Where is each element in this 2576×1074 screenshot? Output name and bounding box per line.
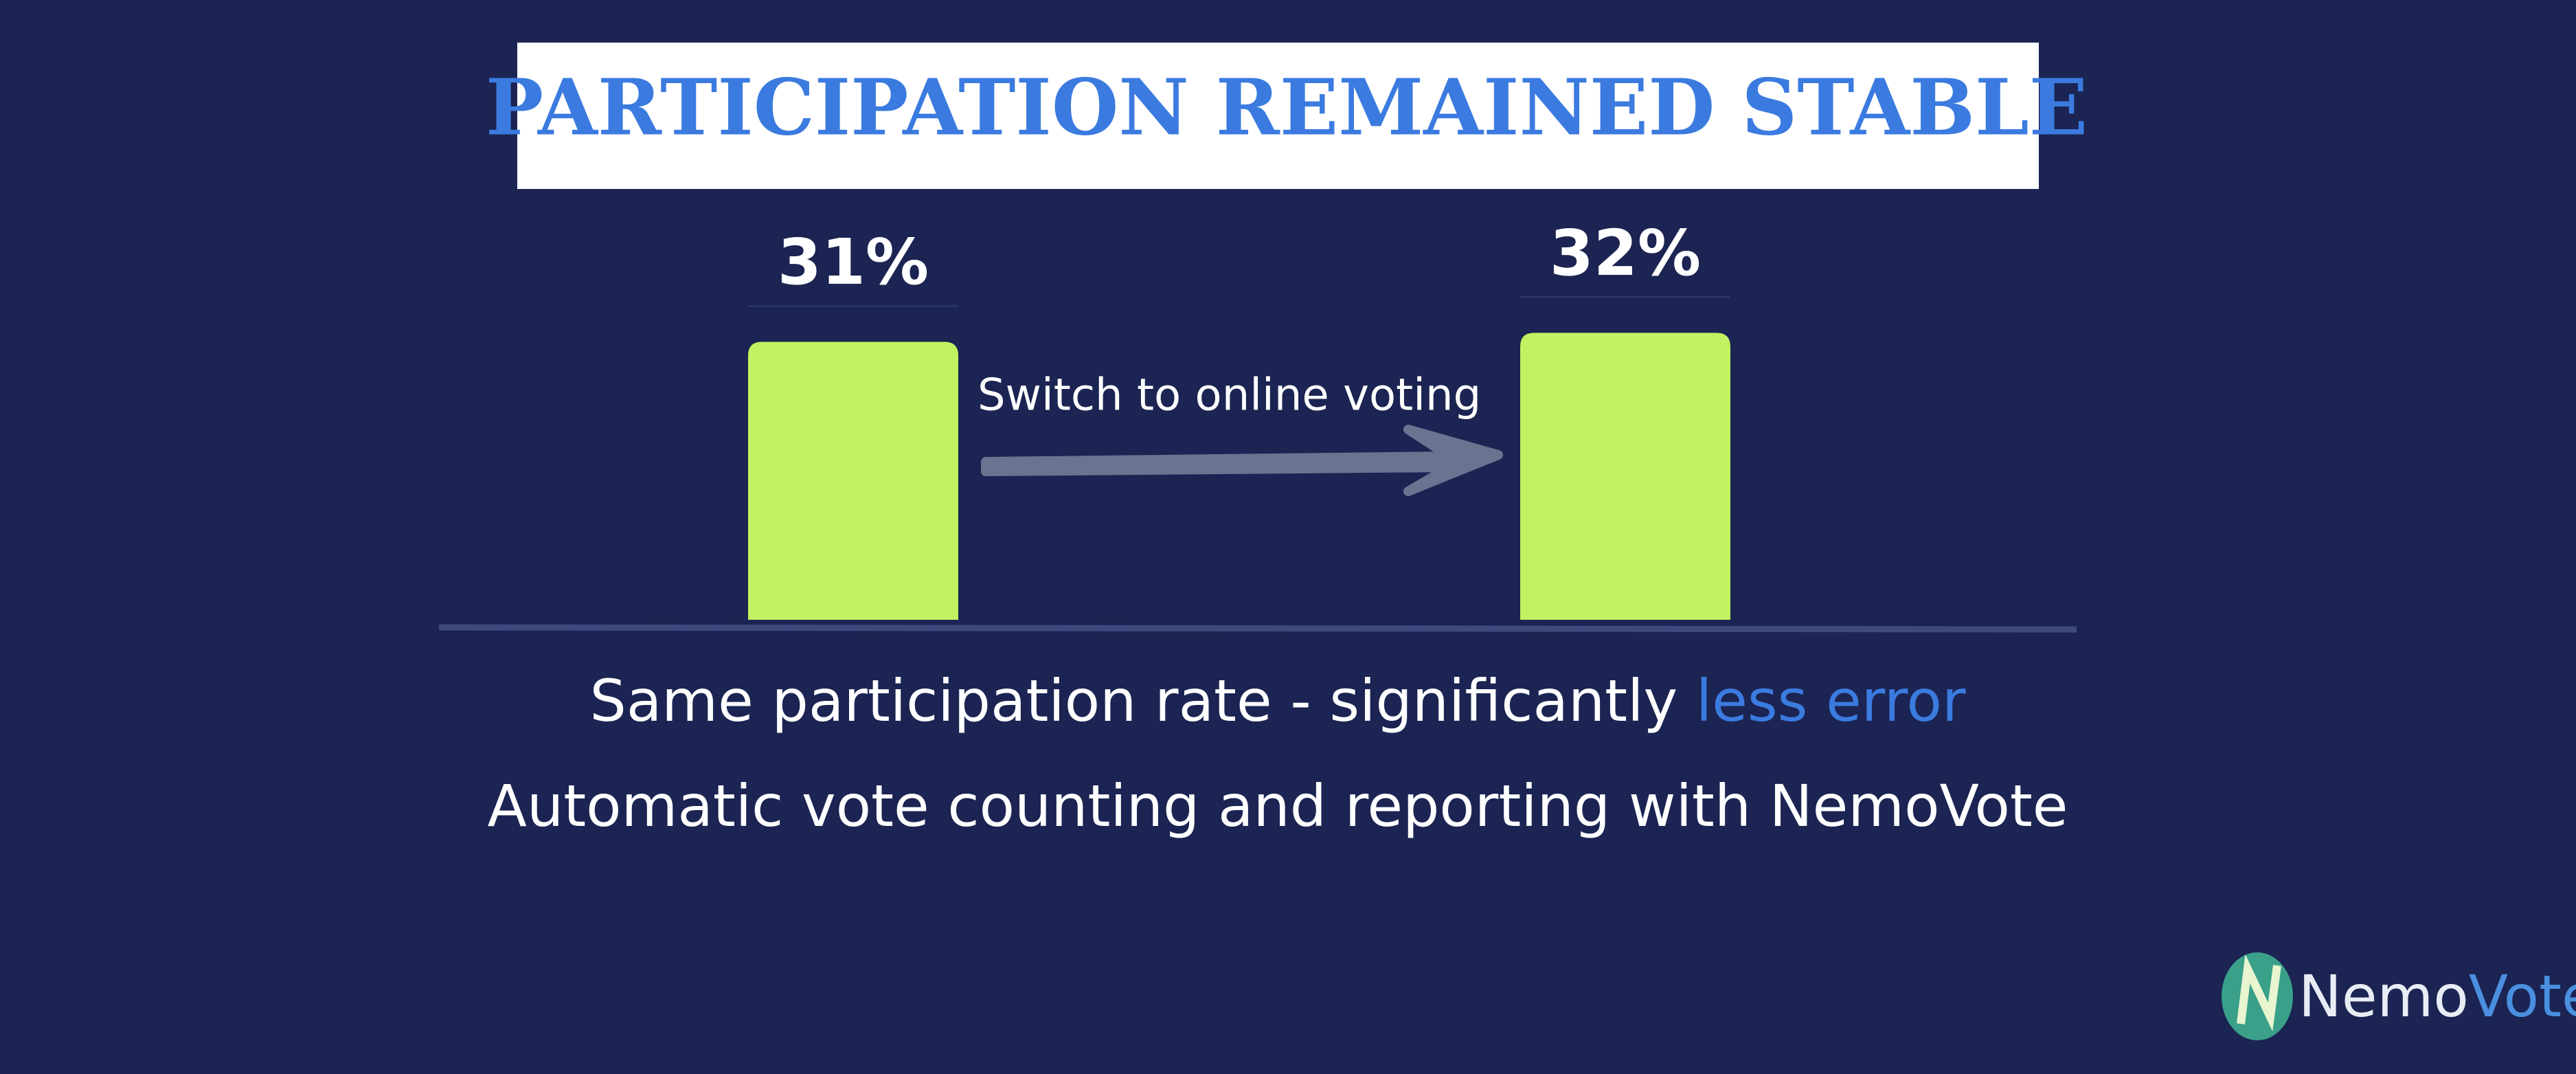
logo-first: Nemo [2298,963,2469,1030]
logo-mark [2237,954,2281,1031]
logo-text: NemoVote [2298,963,2576,1030]
logo-second: Vote [2469,963,2576,1030]
logo: NemoVote [2222,952,2576,1040]
value-label: 31% [778,225,929,299]
bar [1520,333,1730,620]
bar [748,342,958,620]
title-box [517,43,2039,189]
annotation: Switch to online voting [978,370,1481,421]
caption: Automatic vote counting and reporting wi… [488,772,2068,840]
subtitle: Same participation rate - significantly … [590,667,1966,735]
value-label: 32% [1550,216,1701,290]
chart-title: PARTICIPATION REMAINED STABLE [486,63,2088,153]
subtitle-lead: Same participation rate - significantly [590,667,1696,735]
arrow [981,425,1503,496]
baseline [438,624,2077,633]
subtitle-highlight: less error [1696,667,1966,735]
